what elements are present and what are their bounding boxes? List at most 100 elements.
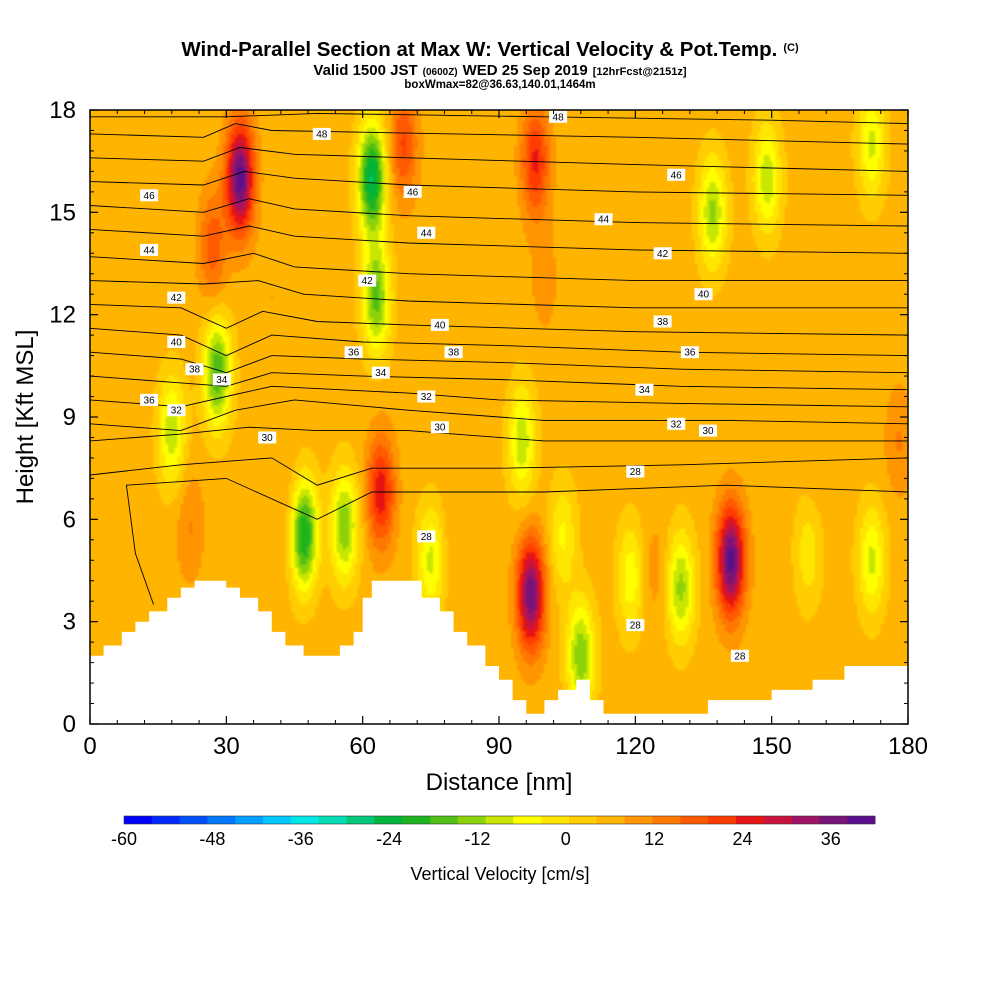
- isentrope-line: [90, 399, 908, 432]
- contour-label-text: 28: [734, 651, 746, 662]
- colorbar-swatch: [235, 816, 264, 824]
- x-tick-label: 150: [752, 733, 792, 760]
- contour-label-box: [167, 404, 186, 417]
- isentrope-line: [90, 252, 908, 282]
- contour-label-text: 32: [421, 392, 433, 403]
- colorbar-swatch: [263, 816, 292, 824]
- contour-label: 36: [140, 393, 159, 406]
- isentrope-line: [90, 147, 908, 172]
- colorbar-swatch: [624, 816, 653, 824]
- colorbar-tick-label: -12: [464, 829, 490, 849]
- x-tick-label: 30: [213, 733, 240, 760]
- contour-label: 30: [430, 421, 449, 434]
- y-tick-label: 0: [63, 711, 76, 738]
- contour-label-text: 36: [684, 348, 696, 359]
- contour-label: 28: [626, 619, 645, 632]
- colorbar-swatch: [429, 816, 459, 824]
- isentrope-line: [90, 225, 908, 254]
- colorbar: -60 -48 -36 -24 -12 0 12 24 36: [111, 815, 876, 849]
- contour-label-box: [730, 649, 749, 662]
- contour-label-box: [694, 288, 713, 301]
- colorbar-frame: [123, 815, 876, 825]
- contour-label-layer: 48 48 46 46 46 44 44 44 42 42 42 40 40 40 38 38 38 36 36 36…: [140, 110, 749, 662]
- isentrope-line: [90, 426, 908, 442]
- colorbar-swatch: [207, 816, 236, 824]
- colorbar-swatch: [402, 816, 431, 824]
- y-tick-label: 15: [49, 199, 76, 226]
- contour-label: 28: [417, 530, 436, 543]
- colorbar-swatch: [124, 816, 153, 824]
- contour-label: 46: [403, 185, 422, 198]
- y-tick-label: 18: [49, 97, 76, 124]
- colorbar-tick-label: -48: [199, 829, 225, 849]
- contour-label-box: [403, 185, 422, 198]
- contour-label-box: [594, 213, 613, 226]
- contour-label-box: [680, 346, 699, 359]
- contour-label-box: [417, 390, 436, 403]
- contour-label: 40: [430, 318, 449, 331]
- x-tick-label: 0: [83, 733, 96, 760]
- contour-label-text: 42: [657, 249, 669, 260]
- isentrope-line: [90, 112, 908, 125]
- contour-label-text: 46: [144, 191, 156, 202]
- colorbar-swatch: [569, 816, 598, 824]
- contour-label-box: [417, 530, 436, 543]
- colorbar-label: Vertical Velocity [cm/s]: [410, 864, 589, 884]
- contour-label-text: 38: [657, 317, 669, 328]
- contour-label-text: 40: [698, 290, 710, 301]
- contour-label-text: 36: [348, 348, 360, 359]
- x-tick-label: 180: [888, 733, 928, 760]
- contour-label: 42: [167, 291, 186, 304]
- x-tick-label: 60: [349, 733, 376, 760]
- y-tick-label: 6: [63, 506, 76, 533]
- contour-label: 42: [358, 274, 377, 287]
- contour-label-box: [371, 366, 390, 379]
- colorbar-swatch: [179, 816, 208, 824]
- colorbar-swatch: [596, 816, 626, 824]
- contour-label: 28: [626, 465, 645, 478]
- contour-label-text: 42: [362, 276, 374, 287]
- isentrope-line: [90, 170, 908, 196]
- isentrope-line: [90, 303, 908, 336]
- contour-label-text: 30: [434, 423, 446, 434]
- terrain-mask: [90, 580, 908, 724]
- contour-label-box: [667, 417, 686, 430]
- colorbar-swatch: [374, 816, 403, 824]
- contour-label-box: [344, 346, 363, 359]
- contour-label-text: 34: [216, 375, 228, 386]
- contour-label: 48: [549, 110, 568, 123]
- colorbar-tick-label: -24: [376, 829, 402, 849]
- contour-label: 44: [417, 226, 436, 239]
- y-tick-label: 12: [49, 302, 76, 329]
- contour-label: 40: [167, 336, 186, 349]
- contour-label-box: [635, 383, 654, 396]
- colorbar-tick-label: 0: [561, 829, 571, 849]
- isentrope-line: [90, 457, 908, 486]
- contour-label-box: [212, 373, 231, 386]
- x-axis-ticks: 0 30 60 90 120 150 180: [83, 110, 928, 760]
- contour-label-text: 28: [421, 532, 433, 543]
- colorbar-swatch: [735, 816, 765, 824]
- contour-label-text: 38: [448, 348, 460, 359]
- contour-label: 34: [635, 383, 654, 396]
- contour-label-box: [444, 346, 463, 359]
- contour-label-box: [258, 431, 277, 444]
- contour-label-box: [358, 274, 377, 287]
- contour-label-box: [653, 247, 672, 260]
- colorbar-swatch: [346, 816, 375, 824]
- contour-label-box: [430, 318, 449, 331]
- contour-label: 48: [312, 127, 331, 140]
- contour-label: 36: [680, 346, 699, 359]
- contour-label-box: [430, 421, 449, 434]
- contour-label-text: 30: [262, 433, 274, 444]
- contour-label-box: [185, 363, 204, 376]
- contour-label: 36: [344, 346, 363, 359]
- chart-subtitle: Valid 1500 JST (0600Z) WED 25 Sep 2019 [12h…: [313, 62, 687, 79]
- contour-label-text: 38: [189, 365, 201, 376]
- contour-label-text: 32: [171, 406, 183, 417]
- contour-label-text: 34: [639, 385, 651, 396]
- colorbar-swatch: [290, 816, 320, 824]
- isentrope-line: [90, 351, 908, 374]
